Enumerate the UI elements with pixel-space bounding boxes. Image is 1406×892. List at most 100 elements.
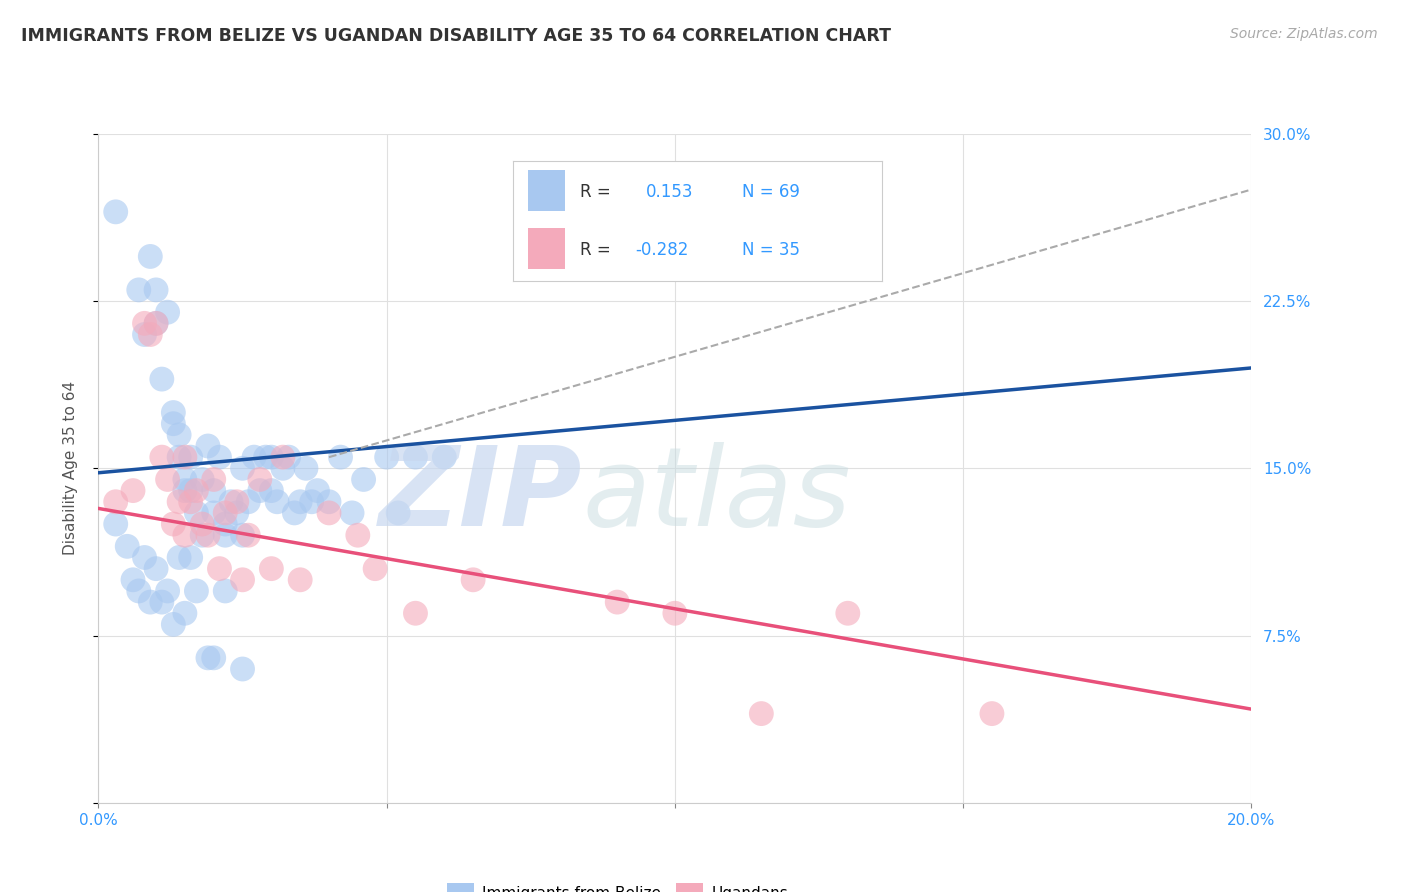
Point xyxy=(433,450,456,465)
Point xyxy=(243,450,266,465)
Point xyxy=(214,528,236,542)
Point xyxy=(231,461,254,475)
Text: R =: R = xyxy=(579,241,610,259)
Point xyxy=(214,584,236,599)
Point xyxy=(167,428,190,442)
Bar xyxy=(529,170,565,211)
Point xyxy=(238,494,260,508)
Text: 0.153: 0.153 xyxy=(647,183,693,201)
Point xyxy=(186,584,208,599)
Bar xyxy=(529,228,565,269)
Text: N = 69: N = 69 xyxy=(742,183,800,201)
Point xyxy=(254,450,277,465)
Point xyxy=(231,528,254,542)
Point xyxy=(128,584,150,599)
Point xyxy=(139,250,162,264)
Point xyxy=(219,494,242,508)
Point xyxy=(174,473,197,487)
Point xyxy=(156,305,179,319)
Point xyxy=(150,450,173,465)
Point xyxy=(139,595,162,609)
Y-axis label: Disability Age 35 to 64: Disability Age 35 to 64 xyxy=(63,381,77,556)
Point xyxy=(174,528,197,542)
Point xyxy=(134,550,156,565)
Point xyxy=(405,607,427,621)
Point xyxy=(290,573,312,587)
Point xyxy=(329,450,352,465)
Point xyxy=(751,706,773,721)
Point xyxy=(104,205,127,219)
Point xyxy=(405,450,427,465)
Point xyxy=(202,483,225,498)
Point xyxy=(134,317,156,331)
Point xyxy=(150,595,173,609)
Point xyxy=(271,461,294,475)
Point xyxy=(162,406,184,420)
Point xyxy=(214,506,236,520)
Point xyxy=(197,651,219,665)
Point xyxy=(307,483,329,498)
Point xyxy=(231,573,254,587)
Point xyxy=(295,461,318,475)
Point xyxy=(122,483,145,498)
Point xyxy=(202,473,225,487)
Point xyxy=(167,450,190,465)
Point xyxy=(202,506,225,520)
Point xyxy=(191,473,214,487)
Legend: Immigrants from Belize, Ugandans: Immigrants from Belize, Ugandans xyxy=(440,878,794,892)
Point xyxy=(104,494,127,508)
Point xyxy=(167,494,190,508)
Point xyxy=(117,539,139,553)
Point xyxy=(301,494,323,508)
Point xyxy=(387,506,409,520)
Point xyxy=(225,494,247,508)
Point xyxy=(606,595,628,609)
Point xyxy=(981,706,1004,721)
Point xyxy=(139,327,162,342)
Point xyxy=(197,528,219,542)
Point xyxy=(122,573,145,587)
Point xyxy=(318,506,340,520)
Point xyxy=(191,528,214,542)
Point xyxy=(283,506,305,520)
Point xyxy=(260,483,283,498)
Point xyxy=(208,562,231,576)
Text: -0.282: -0.282 xyxy=(636,241,689,259)
Point xyxy=(238,528,260,542)
Point xyxy=(214,517,236,532)
Point xyxy=(260,562,283,576)
Point xyxy=(186,483,208,498)
Point xyxy=(162,517,184,532)
Point xyxy=(461,573,484,587)
Point xyxy=(162,417,184,431)
Point xyxy=(180,550,202,565)
Point xyxy=(134,327,156,342)
Point xyxy=(353,473,375,487)
Point xyxy=(249,473,271,487)
Point xyxy=(128,283,150,297)
Point xyxy=(266,494,288,508)
Point xyxy=(202,651,225,665)
Point xyxy=(277,450,299,465)
Point xyxy=(186,506,208,520)
Point xyxy=(346,528,368,542)
Point xyxy=(208,450,231,465)
Point xyxy=(837,607,859,621)
Point xyxy=(231,662,254,676)
Point xyxy=(664,607,686,621)
Point xyxy=(180,450,202,465)
Point xyxy=(180,494,202,508)
Point xyxy=(145,317,167,331)
Point xyxy=(197,439,219,453)
Point xyxy=(340,506,363,520)
Point xyxy=(156,473,179,487)
Text: Source: ZipAtlas.com: Source: ZipAtlas.com xyxy=(1230,27,1378,41)
Point xyxy=(145,562,167,576)
Point xyxy=(271,450,294,465)
Point xyxy=(180,483,202,498)
Text: IMMIGRANTS FROM BELIZE VS UGANDAN DISABILITY AGE 35 TO 64 CORRELATION CHART: IMMIGRANTS FROM BELIZE VS UGANDAN DISABI… xyxy=(21,27,891,45)
Point xyxy=(290,494,312,508)
Point xyxy=(150,372,173,386)
Point xyxy=(375,450,398,465)
Point xyxy=(145,317,167,331)
